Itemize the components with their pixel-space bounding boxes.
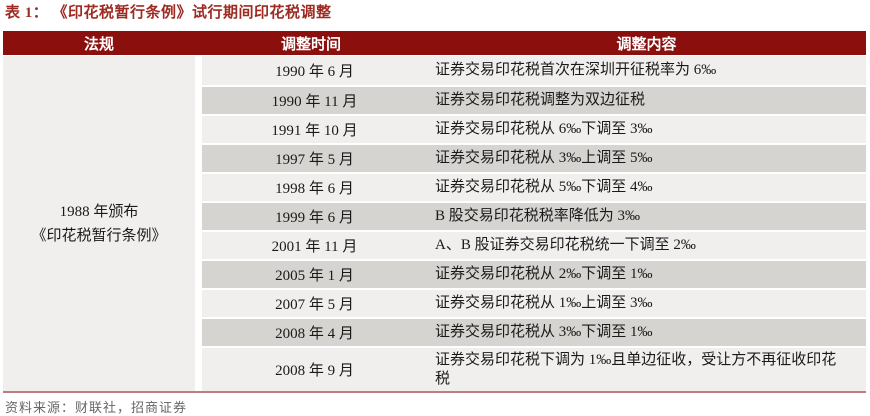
adjust-content: 证券交易印花税从 5‰下调至 4‰ bbox=[435, 179, 653, 195]
adjust-date: 1991 年 10 月 bbox=[271, 123, 358, 139]
column-header-content: 调整内容 bbox=[616, 36, 677, 53]
adjust-date: 2008 年 4 月 bbox=[275, 326, 354, 342]
regulation-line1: 1988 年颁布 bbox=[59, 203, 139, 220]
column-header-date: 调整时间 bbox=[280, 36, 341, 53]
adjust-content: 证券交易印花税从 1‰上调至 3‰ bbox=[435, 295, 653, 311]
adjust-content: 证券交易印花税从 3‰下调至 1‰ bbox=[435, 324, 653, 340]
table-row: 2008 年 4 月 证券交易印花税从 3‰下调至 1‰ bbox=[202, 317, 866, 346]
adjust-date: 1998 年 6 月 bbox=[275, 181, 354, 197]
adjust-content: B 股交易印花税税率降低为 3‰ bbox=[435, 208, 641, 224]
adjust-date: 2007 年 5 月 bbox=[275, 297, 354, 313]
table-row: 2008 年 9 月 证券交易印花税下调为 1‰且单边征收，受让方不再征收印花税 bbox=[202, 346, 866, 391]
table-body: 1988 年颁布 《印花税暂行条例》 1990 年 6 月 证券交易印花税首次在… bbox=[3, 56, 866, 391]
table-title: 表 1： 《印花税暂行条例》试行期间印花税调整 bbox=[5, 5, 332, 21]
regulation-cell: 1988 年颁布 《印花税暂行条例》 bbox=[3, 56, 195, 391]
adjust-content: A、B 股证券交易印花税统一下调至 2‰ bbox=[435, 237, 696, 253]
table-row: 1998 年 6 月 证券交易印花税从 5‰下调至 4‰ bbox=[202, 172, 866, 201]
column-header-law: 法规 bbox=[83, 36, 114, 53]
source-note: 资料来源：财联社，招商证券 bbox=[5, 400, 188, 415]
regulation-line2: 《印花税暂行条例》 bbox=[31, 227, 167, 244]
adjust-date: 1999 年 6 月 bbox=[275, 210, 354, 226]
column-gutter bbox=[195, 56, 202, 391]
table-row: 1997 年 5 月 证券交易印花税从 3‰上调至 5‰ bbox=[202, 143, 866, 172]
table-row: 1999 年 6 月 B 股交易印花税税率降低为 3‰ bbox=[202, 201, 866, 230]
adjust-date: 2001 年 11 月 bbox=[271, 239, 358, 255]
adjust-date: 1990 年 6 月 bbox=[275, 64, 354, 80]
table-rows: 1990 年 6 月 证券交易印花税首次在深圳开征税率为 6‰ 1990 年 1… bbox=[202, 56, 866, 391]
table-row: 1990 年 6 月 证券交易印花税首次在深圳开征税率为 6‰ bbox=[202, 56, 866, 85]
adjust-content: 证券交易印花税从 2‰下调至 1‰ bbox=[435, 266, 653, 282]
adjust-content: 证券交易印花税首次在深圳开征税率为 6‰ bbox=[435, 62, 717, 78]
adjust-date: 2008 年 9 月 bbox=[275, 363, 354, 379]
table-row: 2001 年 11 月 A、B 股证券交易印花税统一下调至 2‰ bbox=[202, 230, 866, 259]
adjust-content: 证券交易印花税从 6‰下调至 3‰ bbox=[435, 121, 653, 137]
table-row: 1991 年 10 月 证券交易印花税从 6‰下调至 3‰ bbox=[202, 114, 866, 143]
adjust-date: 1997 年 5 月 bbox=[275, 152, 354, 168]
adjust-date: 2005 年 1 月 bbox=[275, 268, 354, 284]
table-row: 1990 年 11 月 证券交易印花税调整为双边征税 bbox=[202, 85, 866, 114]
table-row: 2007 年 5 月 证券交易印花税从 1‰上调至 3‰ bbox=[202, 288, 866, 317]
table-row: 2005 年 1 月 证券交易印花税从 2‰下调至 1‰ bbox=[202, 259, 866, 288]
adjust-date: 1990 年 11 月 bbox=[271, 94, 358, 110]
table-header-row: 法规 调整时间 调整内容 bbox=[3, 31, 866, 55]
adjust-content: 证券交易印花税从 3‰上调至 5‰ bbox=[435, 150, 653, 166]
adjust-content: 证券交易印花税调整为双边征税 bbox=[435, 92, 646, 108]
adjust-content: 证券交易印花税下调为 1‰且单边征收，受让方不再征收印花税 bbox=[435, 351, 837, 387]
stamp-duty-table: 法规 调整时间 调整内容 1988 年颁布 《印花税暂行条例》 1990 年 6… bbox=[3, 31, 866, 393]
table-bottom-border bbox=[3, 391, 866, 393]
